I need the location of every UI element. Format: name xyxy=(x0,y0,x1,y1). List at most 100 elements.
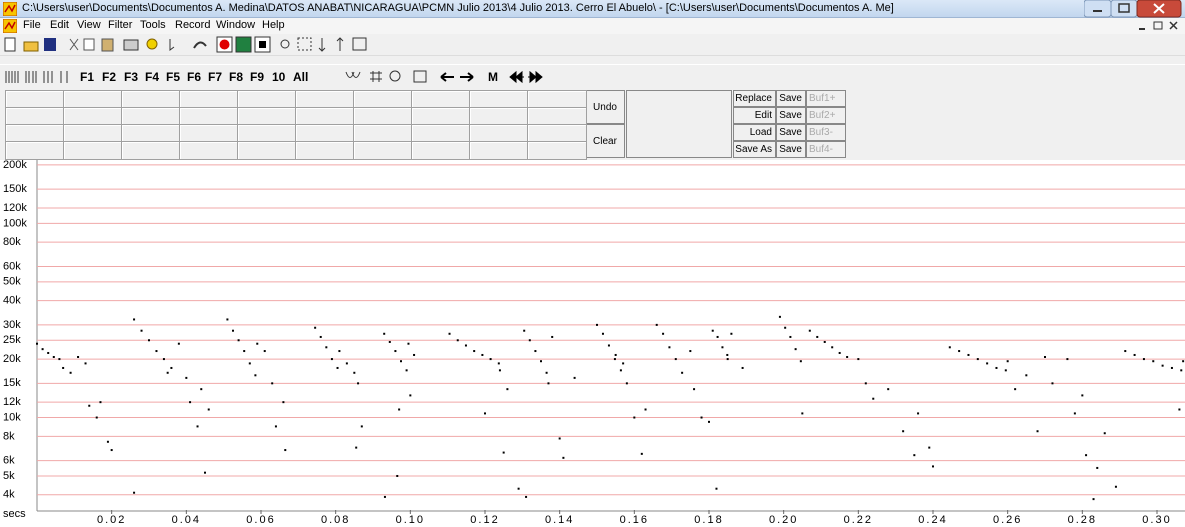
prev-arrow[interactable] xyxy=(440,72,454,82)
filter-button[interactable]: F2 xyxy=(102,70,117,84)
data-point xyxy=(407,342,410,345)
data-point xyxy=(622,362,625,365)
filter-button[interactable]: 10 xyxy=(272,70,286,84)
clip-icon[interactable] xyxy=(413,70,427,83)
data-point xyxy=(846,355,849,358)
data-point xyxy=(196,425,199,428)
x-tick-label: 0.18 xyxy=(694,514,723,526)
filter-button[interactable]: F1 xyxy=(80,70,95,84)
replace-button[interactable]: Replace xyxy=(733,90,776,107)
context-help-icon[interactable] xyxy=(169,39,175,51)
filter-cell[interactable] xyxy=(527,141,587,160)
window-title: C:\Users\user\Documents\Documentos A. Me… xyxy=(22,2,894,14)
y-tick-label: 8k xyxy=(3,430,15,442)
maximize-button[interactable] xyxy=(1110,0,1138,18)
open-icon[interactable] xyxy=(23,41,39,52)
toolbar-filters: F1 F2 F3 F4 F5 F6 F7 F8 F9 10 All M xyxy=(0,64,1185,88)
data-point xyxy=(133,318,136,321)
wave-icon[interactable] xyxy=(345,71,361,78)
marker-button[interactable]: M xyxy=(488,70,498,84)
save-button[interactable]: Save xyxy=(776,107,806,124)
view-icons[interactable] xyxy=(5,71,68,83)
data-point xyxy=(693,388,696,391)
up-icon[interactable] xyxy=(336,37,344,51)
buffer-button[interactable]: Buf4- xyxy=(806,141,846,158)
print-icon[interactable] xyxy=(123,39,139,51)
filter-cell[interactable] xyxy=(179,141,239,160)
help-icon[interactable] xyxy=(146,38,158,50)
data-point xyxy=(263,350,266,353)
filter-button[interactable]: F9 xyxy=(250,70,265,84)
data-point xyxy=(794,348,797,351)
text-field[interactable] xyxy=(626,90,732,158)
paste-icon[interactable] xyxy=(101,38,114,52)
filter-cell[interactable] xyxy=(5,141,65,160)
save-button[interactable]: Save xyxy=(776,141,806,158)
last-arrow[interactable] xyxy=(528,70,543,84)
filter-cell[interactable] xyxy=(295,141,355,160)
save-button[interactable]: Save xyxy=(776,124,806,141)
save-as-button[interactable]: Save As xyxy=(733,141,776,158)
menu-item[interactable]: Window xyxy=(216,19,256,31)
select-icon[interactable] xyxy=(297,37,312,51)
save-icon[interactable] xyxy=(44,38,56,51)
zoom-icon[interactable] xyxy=(280,39,290,49)
menu-bar: File Edit View Filter Tools Record Windo… xyxy=(0,18,1185,34)
filter-cell[interactable] xyxy=(411,141,471,160)
filter-button[interactable]: F7 xyxy=(208,70,223,84)
menu-item[interactable]: File xyxy=(23,19,41,31)
menu-item[interactable]: Record xyxy=(175,19,211,31)
menu-item[interactable]: Filter xyxy=(108,19,133,31)
new-icon[interactable] xyxy=(4,37,16,52)
undo-icon[interactable] xyxy=(193,41,207,49)
menu-item[interactable]: View xyxy=(77,19,101,31)
zoom2-icon[interactable] xyxy=(389,70,401,82)
grid-icon[interactable] xyxy=(370,71,382,82)
data-point xyxy=(58,358,61,361)
menu-item[interactable]: Help xyxy=(262,19,285,31)
x-tick-label: 0.10 xyxy=(396,514,425,526)
data-point xyxy=(502,451,505,454)
filter-cell[interactable] xyxy=(353,141,413,160)
filter-button[interactable]: F3 xyxy=(124,70,139,84)
data-point xyxy=(928,446,931,449)
data-point xyxy=(1014,388,1017,391)
filter-button[interactable]: F4 xyxy=(145,70,160,84)
menu-item[interactable]: Tools xyxy=(140,19,166,31)
toolbar2-icons xyxy=(5,70,543,84)
filter-cell[interactable] xyxy=(63,141,123,160)
down-icon[interactable] xyxy=(318,38,326,52)
edit-button[interactable]: Edit xyxy=(733,107,776,124)
filter-button[interactable]: All xyxy=(293,70,309,84)
filter-cell[interactable] xyxy=(237,141,297,160)
minimize-button[interactable] xyxy=(1084,0,1112,18)
buffer-button[interactable]: Buf1+ xyxy=(806,90,846,107)
load-button[interactable]: Load xyxy=(733,124,776,141)
data-point xyxy=(872,397,875,400)
copy-icon[interactable] xyxy=(83,38,95,51)
data-point xyxy=(383,495,386,498)
filter-button[interactable]: F8 xyxy=(229,70,244,84)
data-point xyxy=(155,350,158,353)
filter-button[interactable]: F5 xyxy=(166,70,181,84)
first-arrow[interactable] xyxy=(509,70,524,84)
buffer-button[interactable]: Buf3- xyxy=(806,124,846,141)
data-point xyxy=(614,353,617,356)
clear-button[interactable]: Clear xyxy=(585,124,625,158)
menu-item[interactable]: Edit xyxy=(50,19,69,31)
filter-cell[interactable] xyxy=(121,141,181,160)
cut-icon[interactable] xyxy=(69,38,79,51)
network-icon[interactable] xyxy=(352,37,367,51)
filter-button[interactable]: F6 xyxy=(187,70,202,84)
data-point xyxy=(1170,366,1173,369)
monitor-icon[interactable] xyxy=(235,36,252,53)
save-button[interactable]: Save xyxy=(776,90,806,107)
data-point xyxy=(1178,408,1181,411)
buffer-button[interactable]: Buf2+ xyxy=(806,107,846,124)
data-point xyxy=(330,358,333,361)
data-point xyxy=(838,351,841,354)
data-point xyxy=(741,366,744,369)
filter-cell[interactable] xyxy=(469,141,529,160)
next-arrow[interactable] xyxy=(460,72,474,82)
undo-button[interactable]: Undo xyxy=(585,90,625,124)
